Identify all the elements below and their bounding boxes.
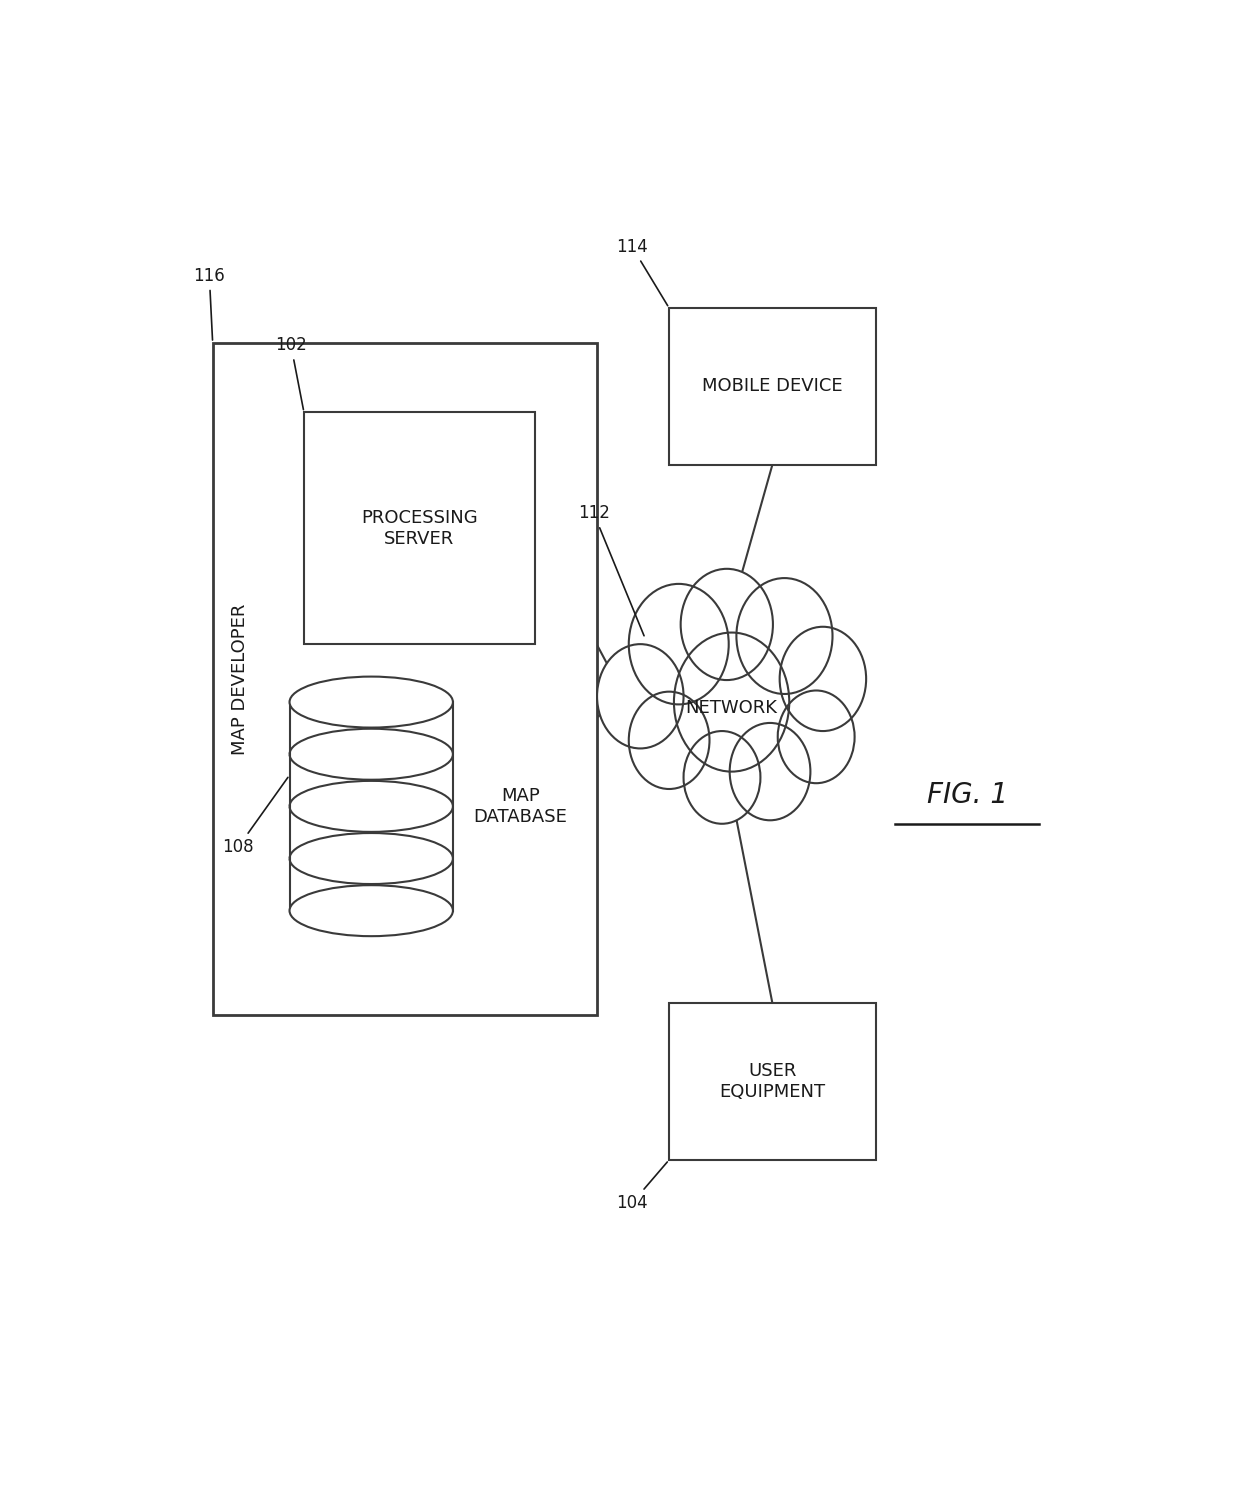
Text: MAP
DATABASE: MAP DATABASE bbox=[474, 787, 567, 826]
Circle shape bbox=[683, 731, 760, 823]
FancyBboxPatch shape bbox=[213, 343, 596, 1014]
Polygon shape bbox=[290, 701, 453, 911]
Circle shape bbox=[737, 578, 832, 694]
FancyBboxPatch shape bbox=[304, 412, 534, 644]
Circle shape bbox=[629, 584, 729, 704]
Text: MAP DEVELOPER: MAP DEVELOPER bbox=[231, 604, 248, 754]
Text: 114: 114 bbox=[616, 238, 667, 306]
FancyBboxPatch shape bbox=[670, 1004, 875, 1160]
Ellipse shape bbox=[290, 885, 453, 936]
Text: 116: 116 bbox=[193, 266, 226, 340]
Circle shape bbox=[629, 692, 709, 789]
Text: FIG. 1: FIG. 1 bbox=[926, 781, 1008, 808]
Text: 112: 112 bbox=[578, 504, 644, 635]
Text: 104: 104 bbox=[616, 1162, 667, 1212]
Text: MOBILE DEVICE: MOBILE DEVICE bbox=[702, 378, 843, 396]
Circle shape bbox=[598, 644, 683, 748]
Circle shape bbox=[780, 626, 866, 731]
Circle shape bbox=[675, 632, 790, 772]
Text: 108: 108 bbox=[222, 778, 288, 856]
FancyBboxPatch shape bbox=[670, 309, 875, 465]
Ellipse shape bbox=[290, 677, 453, 727]
Text: 102: 102 bbox=[275, 337, 306, 409]
Circle shape bbox=[777, 691, 854, 783]
Text: USER
EQUIPMENT: USER EQUIPMENT bbox=[719, 1063, 826, 1102]
Circle shape bbox=[729, 722, 811, 820]
Circle shape bbox=[681, 569, 773, 680]
Text: PROCESSING
SERVER: PROCESSING SERVER bbox=[361, 509, 477, 548]
Text: NETWORK: NETWORK bbox=[686, 698, 777, 716]
